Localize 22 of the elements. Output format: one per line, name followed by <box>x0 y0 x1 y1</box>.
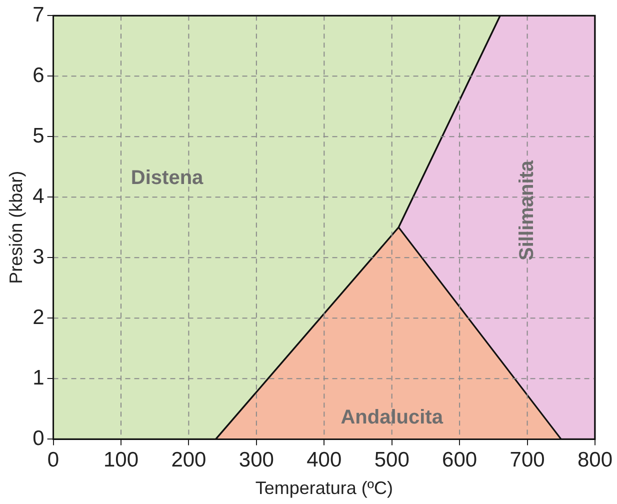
y-tick-label: 0 <box>32 426 44 450</box>
x-tick-label: 800 <box>577 448 613 472</box>
y-tick-label: 4 <box>32 184 45 208</box>
y-tick-label: 7 <box>32 3 44 26</box>
annotation: Sillimanita <box>516 160 538 260</box>
x-tick-label: 700 <box>510 448 545 472</box>
annotation: Distena <box>130 167 204 190</box>
x-tick-label: 300 <box>238 448 274 472</box>
y-tick-label: 5 <box>32 124 44 148</box>
y-tick-label: 2 <box>32 306 44 329</box>
y-axis-title: Presión (kbar) <box>6 170 26 284</box>
x-tick-label: 100 <box>103 448 139 472</box>
annotation: Andalucita <box>340 406 444 429</box>
x-tick-label: 600 <box>442 448 478 472</box>
x-tick-label: 200 <box>171 448 206 472</box>
y-tick-label: 6 <box>32 64 44 87</box>
x-tick-label: 500 <box>374 448 410 472</box>
y-tick-label: 3 <box>32 245 44 268</box>
y-tick-label: 1 <box>32 366 44 390</box>
x-axis-title: Temperatura (ºC) <box>255 478 393 498</box>
x-tick-label: 0 <box>47 448 60 472</box>
x-tick-label: 400 <box>306 448 342 472</box>
